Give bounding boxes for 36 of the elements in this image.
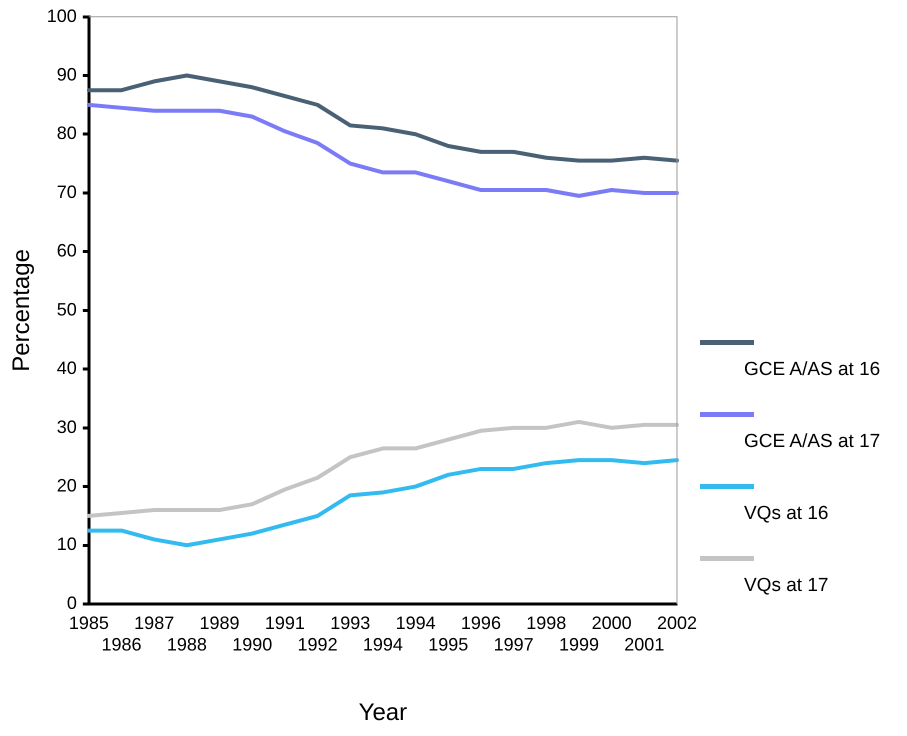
x-tick-label: 1987 xyxy=(134,612,174,633)
x-tick-label: 1992 xyxy=(298,634,338,654)
x-tick-label: 1998 xyxy=(526,612,566,633)
y-tick-label: 30 xyxy=(56,416,77,437)
y-tick-label: 100 xyxy=(46,6,77,26)
y-tick-label: 60 xyxy=(56,240,77,261)
x-tick-label: 2002 xyxy=(656,612,697,633)
x-tick-label: 1989 xyxy=(200,612,240,633)
y-tick-label: 10 xyxy=(56,534,77,554)
y-tick-label: 70 xyxy=(56,182,77,202)
x-tick-label: 1990 xyxy=(232,634,272,654)
y-tick-label: 20 xyxy=(56,476,77,496)
x-tick-label: 2000 xyxy=(592,612,632,633)
y-axis-title: Percentage xyxy=(8,249,36,372)
x-axis-title: Year xyxy=(358,699,408,726)
x-tick-label: 1993 xyxy=(330,612,370,633)
x-tick-label: 2001 xyxy=(624,634,664,654)
x-tick-label: 1994 xyxy=(396,612,436,633)
y-tick-label: 0 xyxy=(66,592,77,613)
x-tick-label: 1995 xyxy=(428,634,468,654)
y-tick-label: 90 xyxy=(56,64,77,84)
x-tick-label: 1988 xyxy=(166,634,207,654)
legend-label: VQs at 17 xyxy=(744,575,830,597)
legend-label: GCE A/AS at 17 xyxy=(744,431,880,453)
x-tick-label: 1999 xyxy=(558,634,599,654)
legend-label: VQs at 16 xyxy=(744,503,830,525)
x-tick-label: 1994 xyxy=(362,634,403,654)
x-tick-label: 1997 xyxy=(494,634,534,654)
y-tick-label: 40 xyxy=(56,358,77,378)
y-tick-label: 80 xyxy=(56,123,77,144)
legend-label: GCE A/AS at 16 xyxy=(744,359,880,381)
x-tick-label: 1985 xyxy=(68,612,109,633)
x-tick-label: 1991 xyxy=(264,612,305,633)
y-tick-label: 50 xyxy=(56,299,77,320)
x-tick-label: 1996 xyxy=(460,612,501,633)
x-tick-label: 1986 xyxy=(101,634,142,654)
